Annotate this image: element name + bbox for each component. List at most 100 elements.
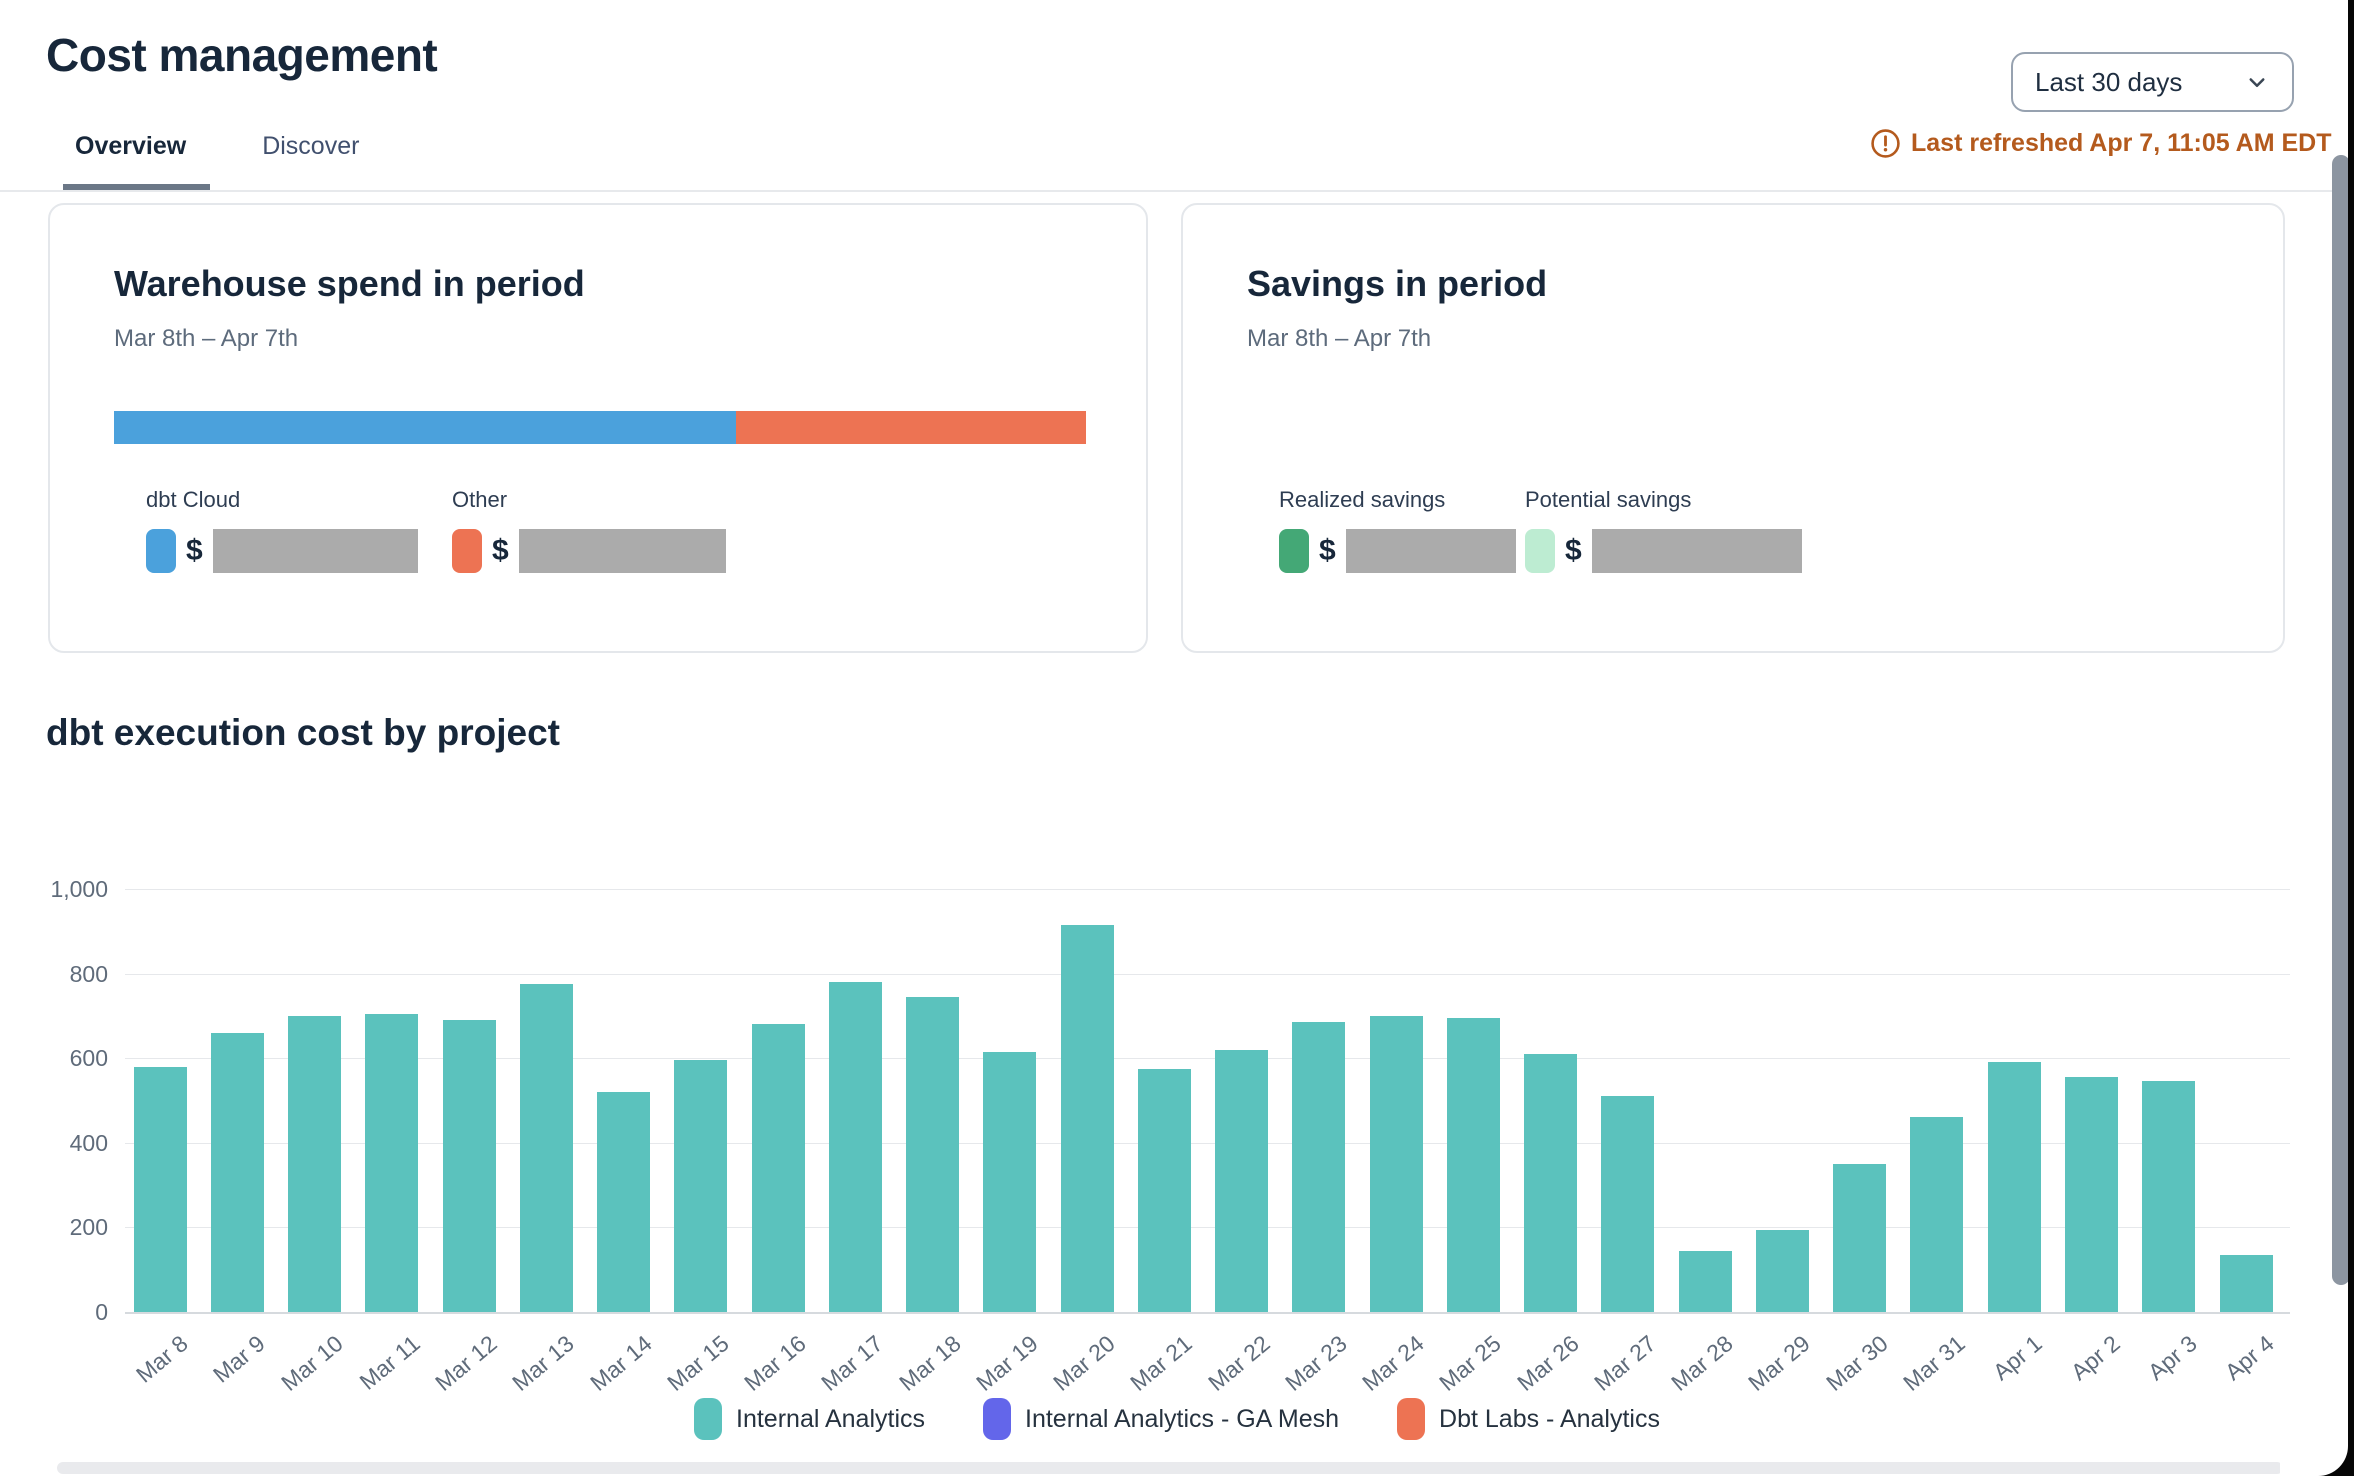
bar-mar-22[interactable]	[1215, 1049, 1269, 1312]
tab-discover[interactable]: Discover	[262, 132, 360, 160]
bar-mar-11[interactable]	[365, 1013, 419, 1312]
bar-mar-17[interactable]	[828, 982, 882, 1312]
y-axis-tick-label: 400	[69, 1129, 108, 1156]
bar-mar-21[interactable]	[1137, 1068, 1191, 1312]
warehouse-spend-card: Warehouse spend in period Mar 8th – Apr …	[48, 203, 1148, 653]
bar-mar-30[interactable]	[1833, 1163, 1887, 1312]
x-axis-tick-label: Apr 3	[2142, 1330, 2202, 1386]
gridline	[125, 973, 2290, 975]
horizontal-scrollbar[interactable]	[57, 1462, 2283, 1474]
x-axis-tick-label: Mar 22	[1202, 1330, 1275, 1396]
bar-mar-28[interactable]	[1678, 1250, 1732, 1312]
x-axis-tick-label: Mar 17	[816, 1330, 889, 1396]
x-axis-tick-label: Mar 28	[1666, 1330, 1738, 1396]
bar-mar-8[interactable]	[133, 1066, 187, 1312]
bar-apr-3[interactable]	[2142, 1081, 2196, 1312]
active-tab-indicator	[63, 184, 210, 191]
currency-prefix: $	[492, 534, 509, 567]
x-axis-tick-label: Mar 10	[275, 1330, 348, 1396]
x-axis-tick-label: Mar 20	[1048, 1330, 1120, 1396]
date-range-value: Last 30 days	[2035, 66, 2183, 97]
bar-apr-4[interactable]	[2219, 1254, 2273, 1312]
x-axis-tick-label: Mar 16	[739, 1330, 811, 1396]
bar-mar-25[interactable]	[1446, 1018, 1500, 1312]
x-axis-tick-label: Mar 23	[1280, 1330, 1352, 1396]
legend-group-other: Other $	[452, 487, 726, 573]
plot-area: Mar 8 Mar 9 Mar 10 Mar 11 Mar 12 Mar 13 Mar 14…	[125, 889, 2290, 1396]
last-refreshed-text: Last refreshed Apr 7, 11:05 AM EDT	[1911, 129, 2332, 157]
bar-mar-29[interactable]	[1755, 1229, 1809, 1312]
legend-item[interactable]: Internal Analytics - GA Mesh	[983, 1398, 1339, 1440]
y-axis-tick-label: 200	[69, 1214, 108, 1241]
currency-prefix: $	[186, 534, 203, 567]
x-axis-tick-label: Mar 27	[1589, 1330, 1661, 1396]
other-swatch	[452, 529, 482, 573]
redacted-amount	[518, 529, 726, 573]
gridline	[125, 889, 2290, 890]
bar-mar-20[interactable]	[1060, 924, 1114, 1312]
date-range-select[interactable]: Last 30 days	[2011, 52, 2294, 112]
bar-mar-10[interactable]	[288, 1015, 342, 1312]
window-corner-mask	[2280, 1428, 2348, 1476]
x-axis-tick-label: Mar 25	[1434, 1330, 1507, 1396]
x-axis-tick-label: Mar 14	[584, 1330, 657, 1396]
bar-mar-26[interactable]	[1524, 1053, 1578, 1312]
legend-label: Internal Analytics - GA Mesh	[1025, 1404, 1340, 1433]
bar-mar-18[interactable]	[906, 996, 960, 1312]
bar-mar-31[interactable]	[1910, 1117, 1964, 1312]
x-axis-tick-label: Mar 24	[1357, 1330, 1429, 1396]
bar-mar-23[interactable]	[1292, 1022, 1346, 1312]
x-axis-tick-label: Mar 26	[1511, 1330, 1584, 1396]
currency-prefix: $	[1319, 534, 1336, 567]
gridline	[125, 1227, 2290, 1229]
potential-savings-swatch	[1525, 529, 1555, 573]
legend-label: Dbt Labs - Analytics	[1439, 1404, 1660, 1433]
tab-overview[interactable]: Overview	[75, 132, 187, 160]
alert-circle-icon	[1871, 129, 1900, 158]
legend-item[interactable]: Internal Analytics	[694, 1398, 925, 1440]
legend-swatch	[694, 1398, 723, 1440]
x-axis-tick-label: Mar 21	[1125, 1330, 1198, 1396]
card-period: Mar 8th – Apr 7th	[1247, 325, 1432, 352]
x-axis-tick-label: Mar 18	[893, 1330, 966, 1396]
x-axis-tick-label: Mar 31	[1898, 1330, 1970, 1396]
x-axis-tick-label: Apr 4	[2219, 1330, 2279, 1386]
bar-mar-14[interactable]	[597, 1092, 651, 1312]
gridline	[125, 1312, 2290, 1314]
bar-mar-16[interactable]	[751, 1024, 805, 1312]
gridline	[125, 1058, 2290, 1060]
bar-apr-1[interactable]	[1987, 1062, 2041, 1312]
bar-mar-15[interactable]	[674, 1060, 728, 1312]
x-axis-tick-label: Mar 13	[507, 1330, 580, 1396]
redacted-amount	[1345, 529, 1516, 573]
card-title: Warehouse spend in period	[114, 263, 585, 304]
bar-apr-2[interactable]	[2065, 1077, 2118, 1312]
legend-item[interactable]: Dbt Labs - Analytics	[1397, 1398, 1660, 1440]
x-axis-tick-label: Mar 29	[1743, 1330, 1816, 1396]
x-axis-tick-label: Apr 2	[2065, 1330, 2125, 1386]
legend-label: Other	[452, 487, 508, 512]
x-axis-tick-label: Apr 1	[1988, 1330, 2047, 1386]
bar-mar-13[interactable]	[519, 984, 573, 1312]
currency-prefix: $	[1565, 534, 1582, 567]
y-axis-tick-label: 0	[95, 1299, 108, 1325]
bar-mar-12[interactable]	[442, 1020, 496, 1312]
y-axis-tick-label: 800	[69, 960, 108, 987]
header-divider	[0, 190, 2354, 192]
legend-swatch	[983, 1398, 1012, 1440]
x-axis-tick-label: Mar 15	[661, 1330, 734, 1396]
gridline	[125, 1142, 2290, 1144]
bar-mar-19[interactable]	[983, 1051, 1037, 1312]
bar-mar-27[interactable]	[1601, 1096, 1655, 1312]
bar-mar-9[interactable]	[210, 1032, 264, 1312]
x-axis-tick-label: Mar 11	[354, 1330, 425, 1395]
stacked-bar-segment	[114, 411, 737, 444]
x-axis-tick-label: Mar 9	[208, 1330, 270, 1388]
legend-label: dbt Cloud	[146, 487, 241, 512]
page-title: Cost management	[46, 29, 438, 81]
vertical-scrollbar-thumb[interactable]	[2332, 155, 2350, 1285]
legend-label: Internal Analytics	[736, 1404, 926, 1433]
bar-mar-24[interactable]	[1369, 1015, 1423, 1312]
execution-cost-chart: Mar 8 Mar 9 Mar 10 Mar 11 Mar 12 Mar 13 Mar 14…	[0, 876, 2354, 1449]
